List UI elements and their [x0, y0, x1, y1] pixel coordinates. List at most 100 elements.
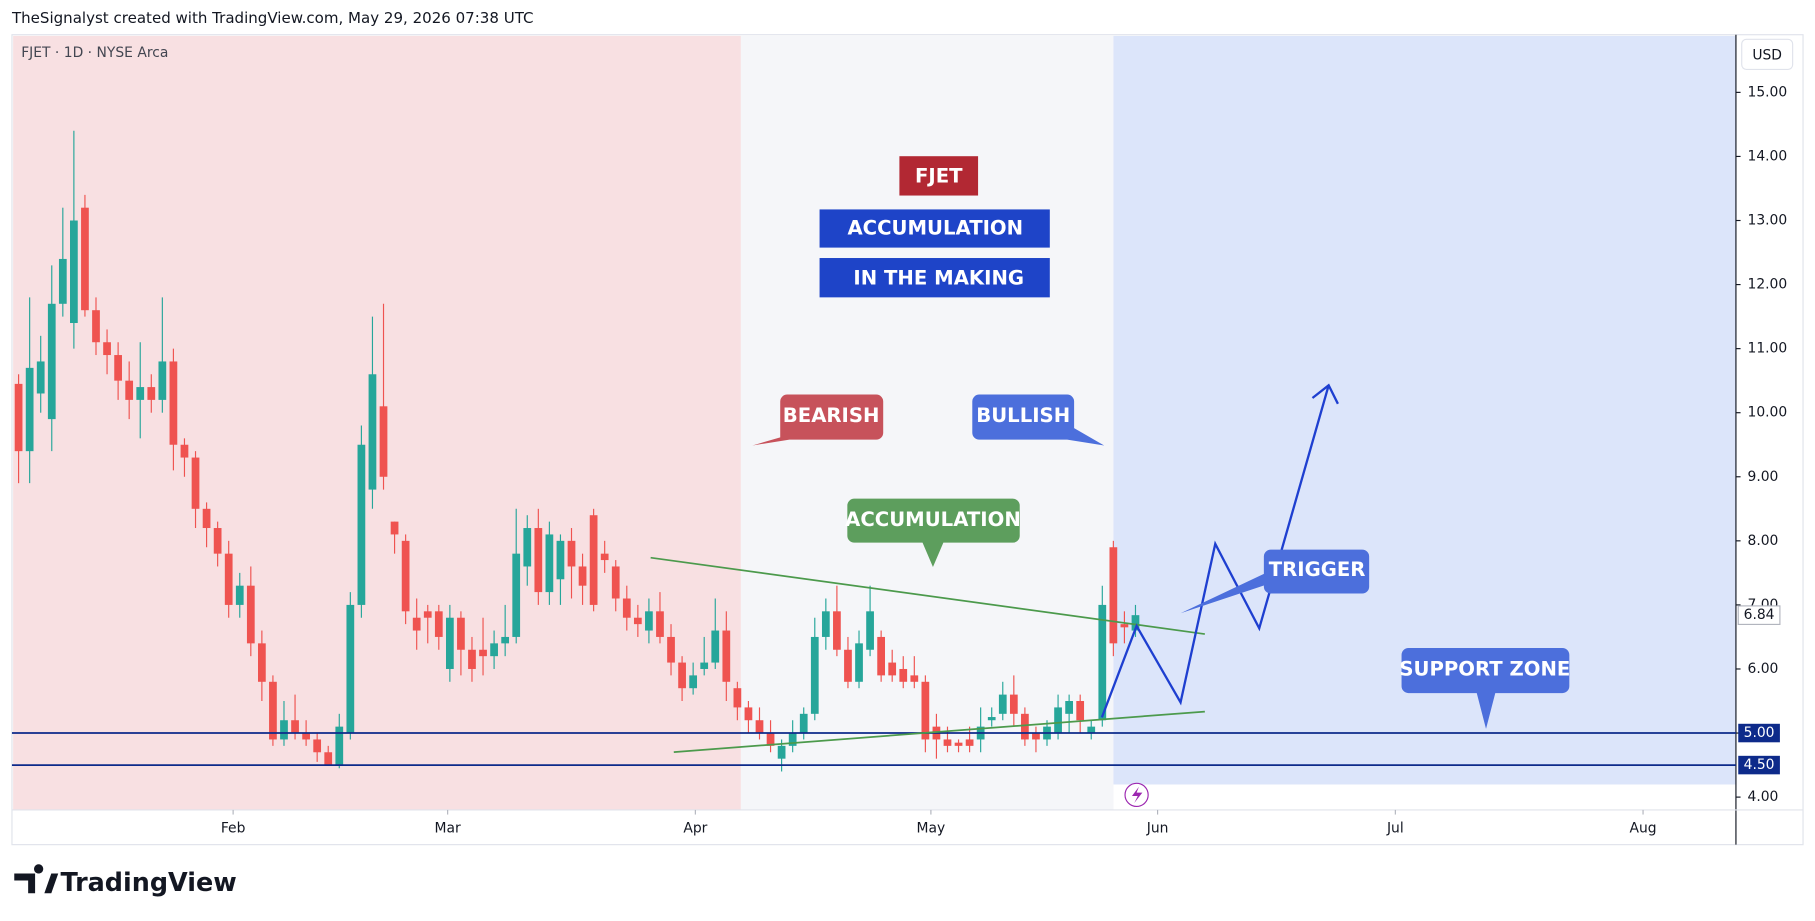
candle-body	[114, 355, 122, 381]
candle-body	[457, 617, 465, 650]
candle-body	[866, 611, 874, 650]
plot: 4.005.006.007.008.009.0010.0011.0012.001…	[11, 84, 1788, 836]
level-tag	[1738, 755, 1780, 775]
candle-body	[169, 361, 178, 445]
candle-body	[678, 662, 686, 689]
header: TheSignalyst created with TradingView.co…	[11, 9, 534, 27]
candle-body	[633, 617, 642, 625]
logo-mark	[14, 864, 59, 894]
candle-body	[899, 668, 908, 682]
candle-body	[479, 649, 487, 657]
candle-body	[1021, 713, 1029, 740]
candle-body	[346, 604, 355, 734]
x-tick-label: Jun	[1146, 820, 1169, 836]
candle-body	[744, 707, 753, 721]
y-tick-label: 11.00	[1748, 341, 1788, 357]
level-label: 5.00	[1744, 725, 1775, 741]
candle-body	[136, 387, 145, 400]
candle-body	[722, 630, 731, 682]
candle-body	[987, 717, 996, 721]
candle-body	[103, 342, 111, 356]
currency-button[interactable]	[1741, 38, 1794, 71]
candle-body	[1009, 694, 1018, 714]
candle-body	[600, 553, 609, 561]
y-tick-label: 4.00	[1748, 789, 1779, 805]
candle-body	[523, 528, 532, 567]
candle-body	[855, 643, 863, 682]
lower-trendline	[673, 710, 1205, 753]
candle-body	[302, 733, 310, 740]
title-box	[819, 209, 1050, 248]
candle-body	[324, 752, 333, 766]
y-tick-label: 6.00	[1748, 661, 1779, 677]
candle-body	[1032, 733, 1040, 740]
candle-body	[180, 444, 189, 458]
last-price-tag	[1737, 605, 1781, 625]
candle-body	[313, 739, 322, 753]
accumulation-callout	[847, 498, 1020, 567]
candle-body	[556, 540, 565, 580]
candle-body	[401, 540, 410, 612]
last-price-label: 6.84	[1744, 607, 1775, 623]
y-tick-label: 12.00	[1748, 277, 1788, 293]
candle-body	[224, 553, 233, 605]
support-label: SUPPORT ZONE	[1399, 657, 1570, 680]
bearish-callout	[752, 394, 884, 446]
candle-body	[269, 681, 277, 740]
x-tick-label: Apr	[683, 820, 707, 836]
candle-body	[943, 739, 952, 746]
trigger-callout	[1180, 549, 1370, 614]
candle-body	[733, 688, 742, 708]
candle-body	[611, 566, 620, 599]
projection-arrow	[1311, 383, 1339, 405]
support-callout	[1401, 647, 1570, 729]
candle-body	[280, 720, 288, 740]
y-tick-label: 10.00	[1748, 405, 1788, 421]
trigger-label: TRIGGER	[1269, 558, 1366, 581]
currency[interactable]: USD	[1752, 48, 1782, 64]
candle-body	[434, 611, 443, 637]
y-tick-label: 15.00	[1748, 84, 1788, 100]
candle-body	[291, 720, 299, 734]
title-text: FJET	[915, 165, 963, 188]
y-tick-label: 14.00	[1748, 148, 1788, 164]
bullish-label: BULLISH	[976, 404, 1070, 427]
candle-body	[258, 643, 266, 682]
candle-body	[810, 636, 819, 714]
upper-trendline	[650, 556, 1205, 635]
candle-body	[877, 636, 886, 676]
candle-body	[622, 598, 631, 618]
candle-body	[921, 681, 930, 740]
candle-body	[755, 720, 764, 734]
candle-body	[534, 528, 543, 593]
candle-body	[81, 207, 89, 311]
candle-body	[545, 534, 554, 593]
candle-body	[147, 387, 156, 400]
candle-body	[833, 611, 841, 650]
x-tick-label: Aug	[1630, 820, 1657, 836]
bullish-callout	[972, 394, 1105, 446]
event-bolt	[1131, 786, 1143, 803]
symbol-label: FJET · 1D · NYSE Arca	[21, 45, 168, 61]
x-tick-label: Feb	[221, 820, 246, 836]
candle-body	[689, 675, 698, 689]
candle-body	[191, 457, 200, 509]
title-text: IN THE MAKING	[853, 266, 1024, 289]
candle-body	[412, 617, 421, 631]
candle-body	[213, 528, 222, 554]
chart-frame	[11, 34, 1804, 846]
candle-body	[766, 733, 775, 746]
candle-body	[379, 406, 388, 477]
candle-body	[357, 444, 366, 605]
candle-body	[70, 220, 78, 324]
candle-body	[1076, 701, 1085, 721]
candle-body	[645, 611, 653, 631]
title-box	[819, 258, 1050, 298]
candle-body	[158, 361, 167, 400]
candle-body	[490, 643, 498, 657]
level-tag	[1738, 723, 1780, 743]
candle-body	[578, 566, 587, 586]
title-text: ACCUMULATION	[847, 217, 1023, 240]
candle-body	[788, 733, 797, 746]
candle-body	[1065, 701, 1073, 714]
